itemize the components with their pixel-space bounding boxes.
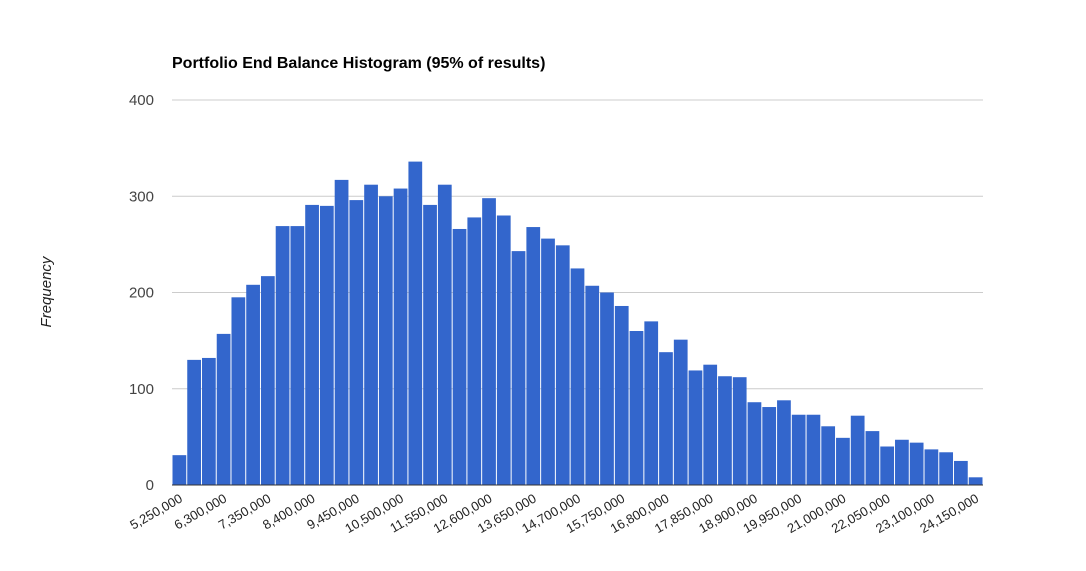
histogram-bar[interactable]	[423, 204, 437, 485]
histogram-bar[interactable]	[526, 227, 541, 486]
histogram-bar[interactable]	[349, 200, 364, 485]
y-tick-label: 100	[129, 381, 154, 398]
histogram-bar[interactable]	[378, 196, 393, 485]
histogram-bar[interactable]	[334, 179, 349, 485]
histogram-bar[interactable]	[187, 359, 201, 485]
histogram-bar[interactable]	[585, 285, 600, 485]
y-tick-label: 0	[146, 477, 154, 494]
histogram-bar[interactable]	[747, 402, 762, 485]
histogram-bar[interactable]	[172, 455, 187, 485]
histogram-bar[interactable]	[570, 268, 585, 485]
histogram-bar[interactable]	[777, 400, 791, 485]
histogram-bar[interactable]	[850, 415, 865, 485]
histogram-bar[interactable]	[718, 376, 732, 485]
histogram-bar[interactable]	[541, 238, 555, 485]
histogram-bar[interactable]	[319, 205, 334, 485]
histogram-bar[interactable]	[939, 452, 954, 485]
histogram-bar[interactable]	[836, 437, 850, 485]
chart-title: Portfolio End Balance Histogram (95% of …	[172, 55, 545, 72]
histogram-bar[interactable]	[644, 321, 659, 485]
histogram-bar[interactable]	[732, 377, 747, 485]
histogram-bar[interactable]	[821, 426, 836, 485]
histogram-bar[interactable]	[290, 226, 305, 485]
histogram-bar[interactable]	[895, 439, 909, 485]
histogram-bar[interactable]	[201, 357, 216, 485]
histogram-bar[interactable]	[260, 276, 275, 485]
histogram-bar[interactable]	[954, 460, 968, 485]
y-tick-labels: 0 100 200 300 400	[129, 92, 154, 494]
bars	[172, 161, 983, 486]
histogram-bar[interactable]	[703, 364, 718, 485]
histogram-bar[interactable]	[762, 407, 777, 485]
histogram-bar[interactable]	[496, 215, 511, 486]
histogram-bar[interactable]	[555, 245, 570, 485]
histogram-bar[interactable]	[275, 226, 290, 485]
histogram-bar[interactable]	[600, 292, 614, 486]
x-tick-labels: 5,250,0006,300,0007,350,0008,400,0009,45…	[127, 491, 981, 537]
histogram-bar[interactable]	[452, 228, 467, 485]
histogram-bar[interactable]	[437, 184, 452, 485]
histogram-bar[interactable]	[924, 449, 939, 485]
histogram-bar[interactable]	[482, 198, 496, 486]
histogram-bar[interactable]	[688, 370, 703, 485]
y-axis-label: Frequency	[38, 255, 55, 327]
histogram-bar[interactable]	[305, 204, 319, 485]
histogram-bar[interactable]	[880, 446, 895, 486]
histogram-bar[interactable]	[791, 414, 806, 485]
histogram-bar[interactable]	[408, 161, 423, 485]
y-tick-label: 300	[129, 188, 154, 205]
histogram-bar[interactable]	[673, 339, 688, 485]
histogram-bar[interactable]	[614, 305, 629, 485]
y-tick-label: 400	[129, 92, 154, 109]
histogram-bar[interactable]	[393, 188, 408, 486]
histogram-bar[interactable]	[909, 442, 924, 485]
histogram-bar[interactable]	[629, 331, 644, 485]
histogram-bar[interactable]	[246, 284, 260, 485]
histogram-bar[interactable]	[364, 184, 378, 485]
histogram-bar[interactable]	[511, 251, 526, 485]
histogram-bar[interactable]	[216, 333, 231, 485]
histogram-bar[interactable]	[865, 431, 880, 485]
histogram-bar[interactable]	[231, 297, 246, 485]
y-tick-label: 200	[129, 285, 154, 302]
histogram-bar[interactable]	[659, 352, 673, 485]
histogram-bar[interactable]	[806, 414, 821, 485]
histogram-bar[interactable]	[968, 477, 983, 485]
histogram-bar[interactable]	[467, 217, 482, 486]
